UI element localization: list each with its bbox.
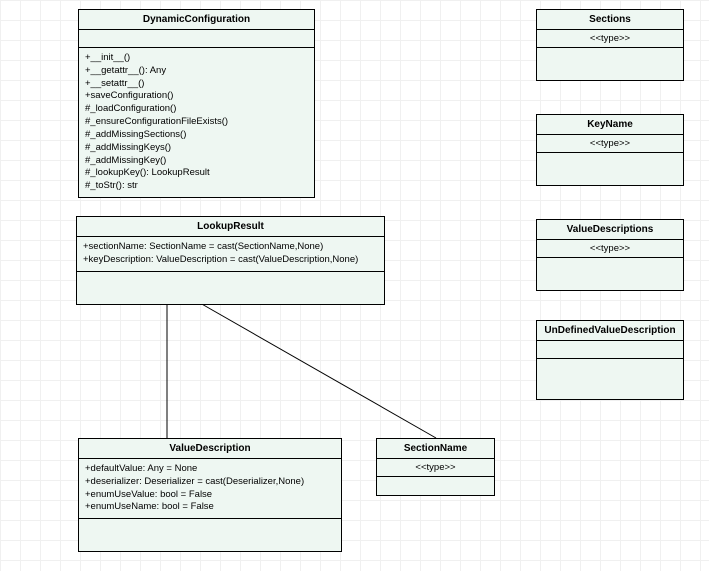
class-value-description: ValueDescription +defaultValue: Any = No… (78, 438, 342, 552)
attributes-compartment (537, 341, 683, 359)
class-title: ValueDescription (79, 439, 341, 459)
compartment (537, 258, 683, 290)
class-title: LookupResult (77, 217, 384, 237)
attribute-row: +enumUseValue: bool = False (85, 489, 335, 502)
class-section-name: SectionName <<type>> (376, 438, 495, 496)
attribute-row: +sectionName: SectionName = cast(Section… (83, 241, 378, 254)
method-row: #_ensureConfigurationFileExists() (85, 116, 308, 129)
methods-compartment: +__init__() +__getattr__(): Any +__setat… (79, 48, 314, 197)
stereotype: <<type>> (537, 30, 683, 48)
attributes-compartment: +defaultValue: Any = None +deserializer:… (79, 459, 341, 519)
method-row: #_toStr(): str (85, 180, 308, 193)
compartment (537, 153, 683, 185)
stereotype: <<type>> (537, 135, 683, 153)
attribute-row: +keyDescription: ValueDescription = cast… (83, 254, 378, 267)
class-sections: Sections <<type>> (536, 9, 684, 81)
method-row: +__getattr__(): Any (85, 65, 308, 78)
class-title: UnDefinedValueDescription (537, 321, 683, 341)
compartment (377, 477, 494, 495)
method-row: #_loadConfiguration() (85, 103, 308, 116)
method-row: #_addMissingKey() (85, 155, 308, 168)
method-row: +__init__() (85, 52, 308, 65)
class-lookup-result: LookupResult +sectionName: SectionName =… (76, 216, 385, 305)
class-value-descriptions: ValueDescriptions <<type>> (536, 219, 684, 291)
class-title: SectionName (377, 439, 494, 459)
stereotype: <<type>> (537, 240, 683, 258)
class-title: Sections (537, 10, 683, 30)
class-undefined-value-description: UnDefinedValueDescription (536, 320, 684, 400)
methods-compartment (79, 519, 341, 551)
attribute-row: +enumUseName: bool = False (85, 501, 335, 514)
class-dynamic-configuration: DynamicConfiguration +__init__() +__geta… (78, 9, 315, 198)
method-row: #_addMissingSections() (85, 129, 308, 142)
method-row: #_addMissingKeys() (85, 142, 308, 155)
attribute-row: +defaultValue: Any = None (85, 463, 335, 476)
class-title: KeyName (537, 115, 683, 135)
attributes-compartment: +sectionName: SectionName = cast(Section… (77, 237, 384, 272)
attributes-compartment (79, 30, 314, 48)
stereotype: <<type>> (377, 459, 494, 477)
compartment (537, 48, 683, 80)
methods-compartment (77, 272, 384, 304)
method-row: +__setattr__() (85, 78, 308, 91)
class-key-name: KeyName <<type>> (536, 114, 684, 186)
method-row: #_lookupKey(): LookupResult (85, 167, 308, 180)
class-title: ValueDescriptions (537, 220, 683, 240)
method-row: +saveConfiguration() (85, 90, 308, 103)
class-title: DynamicConfiguration (79, 10, 314, 30)
attribute-row: +deserializer: Deserializer = cast(Deser… (85, 476, 335, 489)
edge-lookup-to-sectionname (200, 303, 436, 438)
methods-compartment (537, 359, 683, 399)
